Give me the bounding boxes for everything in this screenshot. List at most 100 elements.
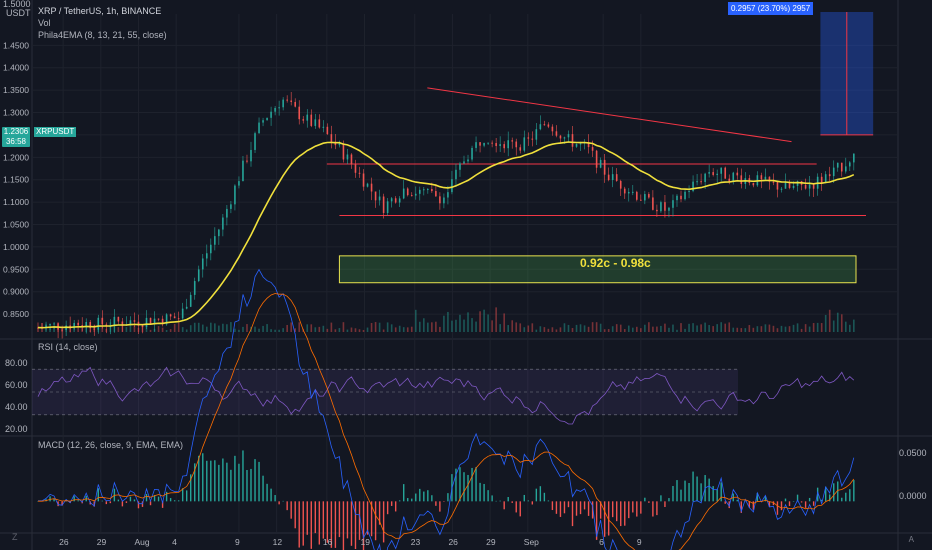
candle-body [539,124,542,130]
volume-bar [378,322,381,332]
candle-body [491,142,493,144]
macd-hist-bar [362,501,365,550]
macd-hist-bar [173,500,176,502]
volume-bar [262,325,264,332]
volume-bar [459,314,461,332]
volume-bar [555,329,558,332]
macd-hist-bar [467,474,469,502]
candle-body [704,173,706,182]
macd-hist-bar [772,501,775,506]
macd-hist-bar [603,501,606,537]
macd-hist-bar [161,501,164,508]
macd-hist-bar [194,463,196,502]
macd-hist-bar [495,500,497,502]
volume-bar [402,327,405,332]
candle-body [129,320,132,325]
macd-hist-bar [210,460,212,502]
ema-label[interactable]: Phila4EMA (8, 13, 21, 55, close) [38,30,167,40]
macd-hist-bar [419,488,421,502]
candles [37,92,855,339]
candle-body [258,122,260,134]
candle-body [121,321,124,326]
candle-body [161,318,164,325]
macd-hist-bar [752,501,755,510]
volume-bar [286,324,288,332]
candle-body [254,133,256,150]
volume-bar [575,324,578,332]
macd-hist-bar [366,501,369,535]
zone-label: 0.92c - 0.98c [580,256,651,270]
volume-bar [607,329,610,332]
macd-hist-bar [595,501,598,540]
volume-bar [254,326,256,332]
candle-body [527,137,530,139]
volume-bar [784,326,787,332]
macd-hist-bar [696,476,698,502]
macd-hist-bar [169,498,172,502]
zone-rect [338,255,857,284]
candle-body [113,316,116,327]
macd-hist-bar [527,500,529,502]
candle-body [575,143,578,147]
measure-label[interactable]: 0.2957 (23.70%) 2957 [728,2,814,15]
volume-bar [744,328,747,332]
macd-hist-bar [278,501,280,505]
auto-scale-button[interactable]: A [908,535,914,544]
chart-title[interactable]: XRP / TetherUS, 1h, BINANCE [38,6,162,16]
macd-hist-bar [808,497,811,502]
candle-body [201,258,204,270]
volume-bar [748,325,751,332]
volume-bar [298,322,301,332]
macd-hist-bar [796,494,799,502]
macd-hist-bar [463,472,465,502]
volume-bar [696,325,698,332]
candle-body [563,137,566,139]
candle-body [471,147,473,160]
candle-body [322,126,325,128]
macd-hist-bar [125,501,128,503]
axis-unit-label: USDT [6,8,31,18]
candle-body [222,217,224,230]
macd-hist-bar [415,493,417,502]
time-tick-label: 29 [97,537,107,547]
candle-body [398,198,401,203]
candle-body [286,99,288,101]
volume-bar [800,328,803,332]
time-tick-label: 9 [235,537,240,547]
volume-bar [157,326,160,332]
rsi-label[interactable]: RSI (14, close) [38,342,98,352]
macd-hist-bar [668,498,670,502]
volume-bar [210,322,212,332]
tradingview-logo-icon[interactable]: Z [12,532,18,542]
support-levels [326,87,866,217]
candle-body [784,182,787,189]
volume-bar [507,325,510,332]
macd-hist-bar [640,501,642,514]
volume-bar [334,329,337,332]
macd-hist-bar [177,500,180,502]
volume-bar [435,321,437,332]
volume-bar [169,329,172,332]
rsi-line [37,366,855,425]
macd-label[interactable]: MACD (12, 26, close, 9, EMA, EMA) [38,440,184,450]
candle-body [636,191,638,200]
candle-body [431,189,433,192]
volume-bar [129,322,132,332]
volume-bar [688,323,690,332]
vol-label[interactable]: Vol [38,18,51,28]
volume-bar [443,315,445,332]
volume-bar [451,320,453,332]
macd-hist-bar [547,500,550,502]
candle-body [736,172,739,176]
candle-body [792,185,795,188]
volume-bar [382,329,385,332]
candle-body [740,175,743,184]
candle-body [93,328,96,330]
macd-hist-bar [198,455,200,502]
volume-bar [583,325,586,332]
candle-body [402,188,405,199]
candle-body [820,176,823,184]
candle-body [853,153,855,163]
macd-hist-bar [624,501,626,526]
